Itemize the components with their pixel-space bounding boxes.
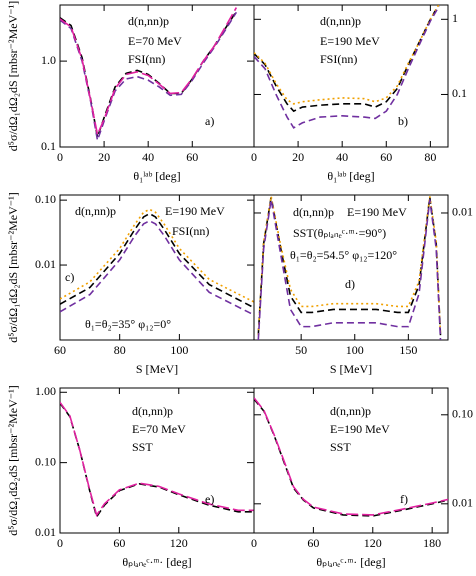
curve xyxy=(60,402,254,519)
panel-frame xyxy=(253,387,449,534)
y-tick-label: 0.1 xyxy=(452,86,467,100)
curve xyxy=(254,5,440,113)
x-axis-label: θₚₗₐₙₑᶜ·ᵐ· [deg] xyxy=(122,555,191,569)
annotation: FSI(nn) xyxy=(320,52,357,66)
annotation: d(n,nn)p xyxy=(132,404,173,418)
y-tick-label: 0.01 xyxy=(35,525,56,539)
y-axis-label: d⁵σ/dΩ₁dΩ₂dS [mbsr⁻²MeV⁻¹] xyxy=(6,385,20,535)
y-tick-label: 1.00 xyxy=(35,384,56,398)
annotation: E=190 MeV xyxy=(320,34,380,48)
x-tick-label: 120 xyxy=(170,536,188,550)
x-tick-label: 60 xyxy=(307,536,319,550)
x-tick-label: 100 xyxy=(170,343,188,357)
annotation: e) xyxy=(205,492,214,506)
annotation: E=190 MeV xyxy=(347,205,407,219)
y-tick-label: 1.0 xyxy=(41,53,56,67)
annotation: E=70 MeV xyxy=(132,422,186,436)
curve xyxy=(254,5,440,129)
y-tick-label: 0.01 xyxy=(452,496,473,510)
y-tick-label: 0.10 xyxy=(35,192,56,206)
annotation: d(n,nn)p xyxy=(320,14,361,28)
x-tick-label: 80 xyxy=(424,150,436,164)
curve xyxy=(60,7,238,138)
annotation: c) xyxy=(65,270,74,284)
x-tick-label: 60 xyxy=(380,150,392,164)
panel-frame xyxy=(253,194,449,341)
annotation: d(n,nn)p xyxy=(330,404,371,418)
y-tick-label: 1 xyxy=(452,11,458,25)
curve xyxy=(60,212,254,309)
x-axis-label: θₚₗₐₙₑᶜ·ᵐ· [deg] xyxy=(316,555,385,569)
annotation: b) xyxy=(398,114,408,128)
annotation: d(n,nn)p xyxy=(293,205,334,219)
x-tick-label: 0 xyxy=(57,536,63,550)
panel-frame xyxy=(253,4,449,148)
annotation: d(n,nn)p xyxy=(75,204,116,218)
y-tick-label: 0.01 xyxy=(35,257,56,271)
annotation: FSI(nn) xyxy=(128,52,165,66)
x-axis-label: S [MeV] xyxy=(330,362,372,376)
x-tick-label: 20 xyxy=(98,150,110,164)
annotation: E=70 MeV xyxy=(128,34,182,48)
annotation: E=190 MeV xyxy=(165,204,225,218)
annotation: d(n,nn)p xyxy=(128,14,169,28)
x-tick-label: 150 xyxy=(399,343,417,357)
x-tick-label: 60 xyxy=(186,150,198,164)
x-tick-label: 180 xyxy=(423,536,441,550)
x-tick-label: 0 xyxy=(251,536,257,550)
x-tick-label: 20 xyxy=(292,150,304,164)
curve xyxy=(60,219,254,316)
annotation: d) xyxy=(345,277,355,291)
annotation: SST xyxy=(330,440,351,454)
x-tick-label: 40 xyxy=(336,150,348,164)
x-axis-label: S [MeV] xyxy=(136,362,178,376)
x-axis-label: θ₁ˡᵃᵇ [deg] xyxy=(327,169,374,183)
x-tick-label: 50 xyxy=(295,343,307,357)
curve xyxy=(254,397,448,516)
annotation: θ₁=θ₂=54.5° φ₁₂=120° xyxy=(290,248,397,262)
x-tick-label: 40 xyxy=(142,150,154,164)
annotation: E=190 MeV xyxy=(330,422,390,436)
x-tick-label: 0 xyxy=(57,150,63,164)
x-tick-label: 60 xyxy=(113,536,125,550)
y-axis-label: d⁵σ/dΩ₁dΩ₂dS [mbsr⁻²MeV⁻¹] xyxy=(6,192,20,342)
curve xyxy=(254,5,440,105)
annotation: SST(θₚₗₐₙₑᶜ·ᵐ·=90°) xyxy=(293,226,386,240)
x-tick-label: 120 xyxy=(364,536,382,550)
annotation: SST xyxy=(132,440,153,454)
y-axis-label: d⁵σ/dΩ₁dΩ₂dS [mbsr⁻²MeV⁻¹] xyxy=(6,1,20,151)
x-axis-label: θ₁ˡᵃᵇ [deg] xyxy=(133,169,180,183)
x-tick-label: 60 xyxy=(54,343,66,357)
y-tick-label: 0.1 xyxy=(41,139,56,153)
y-tick-label: 0.01 xyxy=(452,205,473,219)
curve xyxy=(60,401,254,517)
curve xyxy=(257,199,442,340)
x-tick-label: 0 xyxy=(251,150,257,164)
x-tick-label: 100 xyxy=(346,343,364,357)
y-tick-label: 0.10 xyxy=(35,454,56,468)
annotation: f) xyxy=(400,492,408,506)
annotation: θ₁=θ₂=35° φ₁₂=0° xyxy=(85,317,171,331)
y-tick-label: 0.10 xyxy=(452,407,473,421)
annotation: FSI(nn) xyxy=(172,224,209,238)
x-tick-label: 80 xyxy=(114,343,126,357)
annotation: a) xyxy=(205,114,214,128)
